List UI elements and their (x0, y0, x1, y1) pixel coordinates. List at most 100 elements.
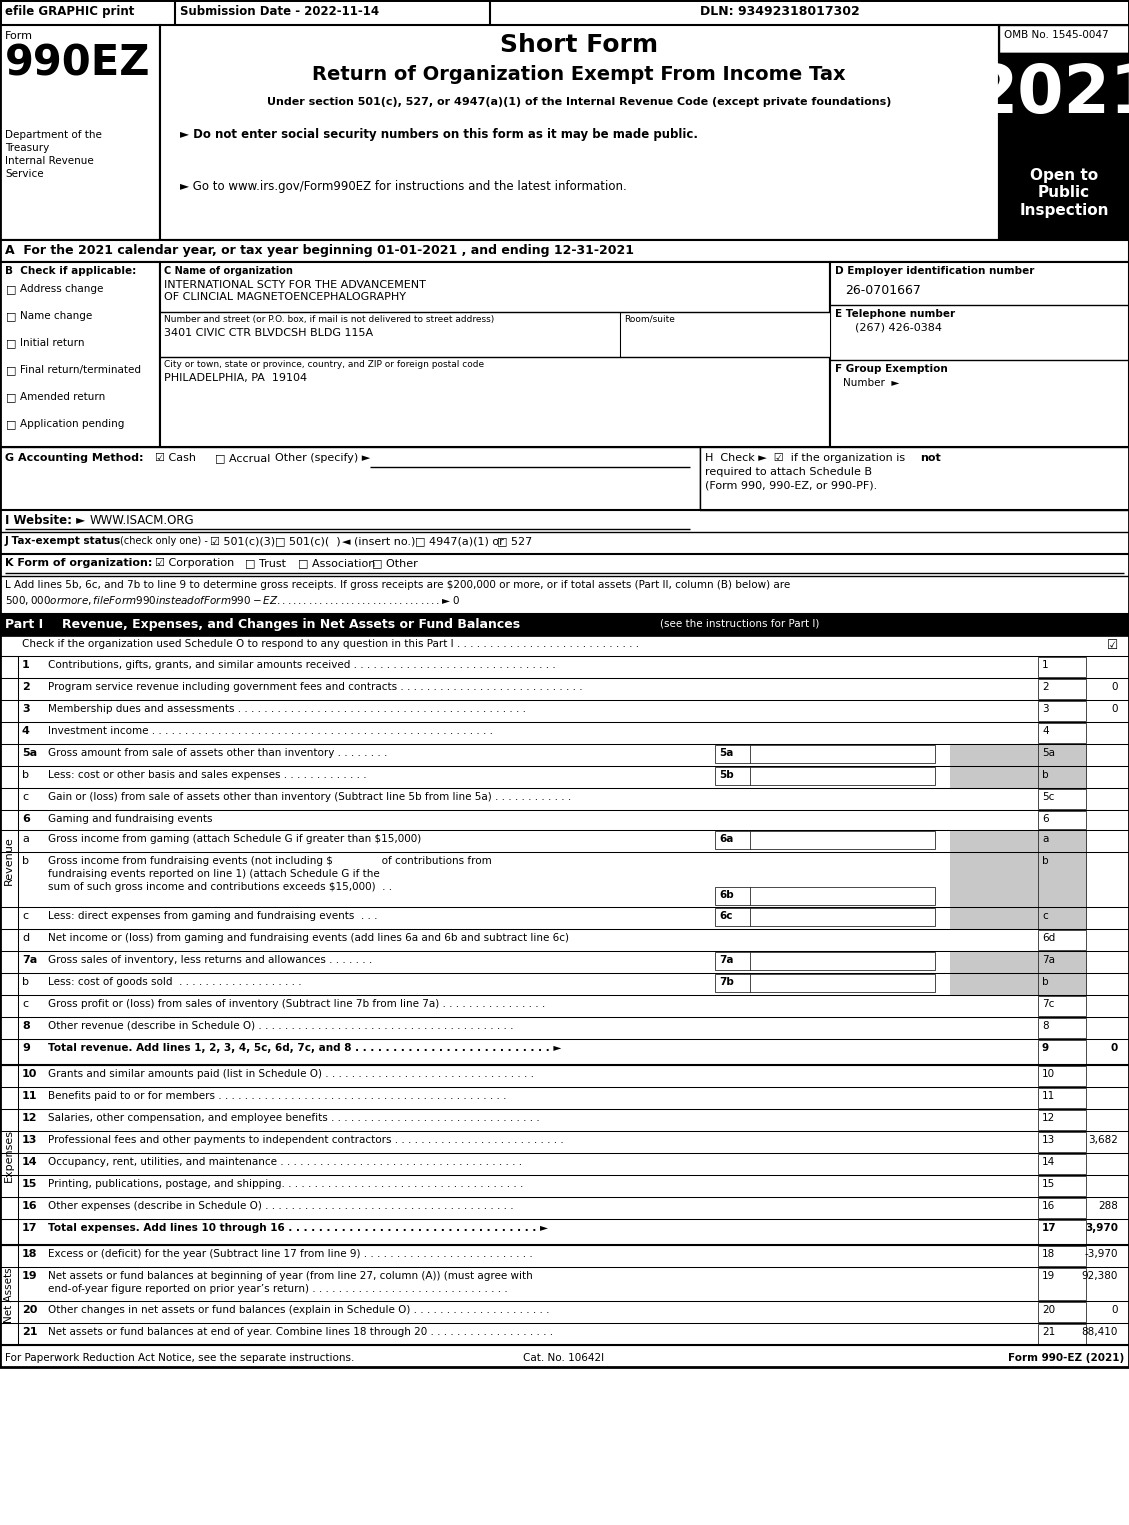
Text: Gross sales of inventory, less returns and allowances . . . . . . .: Gross sales of inventory, less returns a… (49, 955, 373, 965)
Text: ► Go to www.irs.gov/Form990EZ for instructions and the latest information.: ► Go to www.irs.gov/Form990EZ for instru… (180, 180, 627, 194)
Text: end-of-year figure reported on prior year’s return) . . . . . . . . . . . . . . : end-of-year figure reported on prior yea… (49, 1284, 508, 1295)
Text: D Employer identification number: D Employer identification number (835, 265, 1034, 276)
Text: Total expenses. Add lines 10 through 16 . . . . . . . . . . . . . . . . . . . . : Total expenses. Add lines 10 through 16 … (49, 1223, 548, 1234)
Text: 11: 11 (1042, 1090, 1056, 1101)
Bar (999, 159, 1129, 239)
Bar (1038, 679, 1086, 698)
Text: □: □ (6, 311, 17, 320)
Text: 10: 10 (1042, 1069, 1056, 1080)
Text: ☑ Cash: ☑ Cash (155, 453, 196, 464)
Bar (949, 744, 1038, 766)
Text: Contributions, gifts, grants, and similar amounts received . . . . . . . . . . .: Contributions, gifts, grants, and simila… (49, 660, 555, 669)
Bar (160, 262, 830, 447)
Bar (1038, 1040, 1086, 1064)
Text: c: c (21, 999, 28, 1010)
Text: a: a (1042, 834, 1049, 843)
Bar (1038, 1154, 1086, 1174)
Bar (1038, 1246, 1086, 1266)
Text: 13: 13 (1042, 1135, 1056, 1145)
Text: Room/suite: Room/suite (624, 316, 675, 323)
Text: 14: 14 (21, 1157, 37, 1167)
Bar (1038, 723, 1086, 743)
Bar (160, 313, 620, 357)
Bar (0, 24, 160, 239)
Text: 5c: 5c (1042, 791, 1054, 802)
Text: L Add lines 5b, 6c, and 7b to line 9 to determine gross receipts. If gross recei: L Add lines 5b, 6c, and 7b to line 9 to … (5, 580, 790, 590)
Text: Investment income . . . . . . . . . . . . . . . . . . . . . . . . . . . . . . . : Investment income . . . . . . . . . . . … (49, 726, 493, 737)
Bar (949, 907, 1038, 929)
Text: 16: 16 (1042, 1202, 1056, 1211)
Text: b: b (1042, 978, 1049, 987)
Text: Amended return: Amended return (20, 392, 105, 403)
Text: K Form of organization:: K Form of organization: (5, 558, 152, 567)
Text: c: c (1042, 910, 1048, 921)
Text: For Paperwork Reduction Act Notice, see the separate instructions.: For Paperwork Reduction Act Notice, see … (5, 1353, 355, 1363)
Text: □ 501(c)(  ): □ 501(c)( ) (275, 535, 341, 546)
Text: (see the instructions for Part I): (see the instructions for Part I) (660, 618, 820, 628)
Text: A  For the 2021 calendar year, or tax year beginning 01-01-2021 , and ending 12-: A For the 2021 calendar year, or tax yea… (5, 244, 634, 258)
Text: Name change: Name change (20, 311, 93, 320)
Bar (620, 313, 830, 357)
Text: 8: 8 (21, 1022, 29, 1031)
Text: Part I: Part I (5, 618, 43, 631)
Text: 7c: 7c (1042, 999, 1054, 1010)
Bar (1038, 744, 1086, 766)
Text: 14: 14 (1042, 1157, 1056, 1167)
Bar (0, 636, 1129, 656)
Bar (1038, 852, 1086, 907)
Text: 0: 0 (1111, 682, 1118, 692)
Text: Expenses: Expenses (5, 1128, 14, 1182)
Bar (1038, 811, 1086, 830)
Text: sum of such gross income and contributions exceeds $15,000)  . .: sum of such gross income and contributio… (49, 881, 392, 892)
Text: d: d (21, 933, 29, 942)
Text: 288: 288 (1099, 1202, 1118, 1211)
Text: Form 990-EZ (2021): Form 990-EZ (2021) (1008, 1353, 1124, 1363)
Bar (999, 24, 1129, 53)
Bar (949, 830, 1038, 852)
Text: 7a: 7a (21, 955, 37, 965)
Text: -3,970: -3,970 (1085, 1249, 1118, 1260)
Text: 7a: 7a (1042, 955, 1054, 965)
Text: Other revenue (describe in Schedule O) . . . . . . . . . . . . . . . . . . . . .: Other revenue (describe in Schedule O) .… (49, 1022, 514, 1031)
Text: Number  ►: Number ► (843, 378, 900, 387)
Bar (1038, 930, 1086, 950)
Text: OF CLINCIAL MAGNETOENCEPHALOGRAPHY: OF CLINCIAL MAGNETOENCEPHALOGRAPHY (164, 291, 406, 302)
Bar (1038, 830, 1086, 852)
Bar (1038, 907, 1086, 929)
Text: Cat. No. 10642I: Cat. No. 10642I (524, 1353, 604, 1363)
Bar (999, 24, 1129, 239)
Bar (949, 973, 1038, 994)
Text: fundraising events reported on line 1) (attach Schedule G if the: fundraising events reported on line 1) (… (49, 869, 379, 878)
Text: 92,380: 92,380 (1082, 1270, 1118, 1281)
Text: Gaming and fundraising events: Gaming and fundraising events (49, 814, 212, 824)
Bar (700, 447, 1129, 509)
Text: □: □ (6, 339, 17, 348)
Bar (1038, 952, 1086, 973)
Text: 20: 20 (21, 1305, 37, 1315)
Text: b: b (1042, 856, 1049, 866)
Bar (1038, 1132, 1086, 1151)
Text: Printing, publications, postage, and shipping. . . . . . . . . . . . . . . . . .: Printing, publications, postage, and shi… (49, 1179, 524, 1190)
Text: Gain or (loss) from sale of assets other than inventory (Subtract line 5b from l: Gain or (loss) from sale of assets other… (49, 791, 571, 802)
Text: 6: 6 (1042, 814, 1049, 824)
Text: 7b: 7b (719, 978, 734, 987)
Text: ☑ 501(c)(3): ☑ 501(c)(3) (210, 535, 275, 546)
Text: a: a (21, 834, 29, 843)
Bar (1038, 1267, 1086, 1299)
Text: 1: 1 (21, 660, 29, 669)
Text: Professional fees and other payments to independent contractors . . . . . . . . : Professional fees and other payments to … (49, 1135, 563, 1145)
Text: 19: 19 (1042, 1270, 1056, 1281)
Bar (1038, 1110, 1086, 1130)
Text: 18: 18 (1042, 1249, 1056, 1260)
Text: Other expenses (describe in Schedule O) . . . . . . . . . . . . . . . . . . . . : Other expenses (describe in Schedule O) … (49, 1202, 514, 1211)
Bar (1038, 766, 1086, 788)
Text: ◄ (insert no.): ◄ (insert no.) (342, 535, 415, 546)
Text: Open to
Public
Inspection: Open to Public Inspection (1019, 168, 1109, 218)
Text: OMB No. 1545-0047: OMB No. 1545-0047 (1004, 30, 1109, 40)
Bar (715, 952, 935, 970)
Bar (715, 888, 935, 904)
Text: ☑ Corporation: ☑ Corporation (155, 558, 234, 567)
Bar (0, 239, 1129, 262)
Text: Gross amount from sale of assets other than inventory . . . . . . . .: Gross amount from sale of assets other t… (49, 747, 387, 758)
Text: Return of Organization Exempt From Income Tax: Return of Organization Exempt From Incom… (313, 66, 846, 84)
